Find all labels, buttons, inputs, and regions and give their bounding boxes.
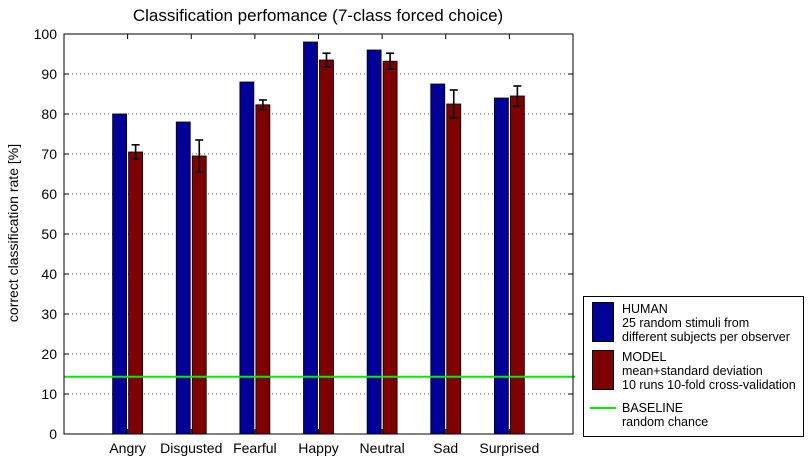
x-tick-label: Happy xyxy=(298,440,338,456)
human-bar-angry xyxy=(112,113,128,435)
y-tick-label: 0 xyxy=(49,426,57,442)
legend-human-line1: 25 random stimuli from xyxy=(622,316,750,330)
legend-human-title: HUMAN xyxy=(622,302,668,316)
model-bar-angry xyxy=(128,151,144,435)
error-bar-fearful xyxy=(258,99,267,111)
legend-human-line2: different subjects per observer xyxy=(622,330,790,344)
human-bar-sad xyxy=(430,83,446,435)
error-bar-sad xyxy=(449,89,458,119)
x-tick-label: Sad xyxy=(433,440,458,456)
legend-model-title: MODEL xyxy=(622,350,667,364)
model-bar-sad xyxy=(446,103,462,435)
human-bar-disgusted xyxy=(175,121,191,435)
baseline-swatch xyxy=(590,407,616,409)
error-bar-angry xyxy=(131,144,140,160)
error-bar-happy xyxy=(322,52,331,68)
model-swatch xyxy=(592,350,614,390)
y-tick-label: 20 xyxy=(41,346,57,362)
y-tick-label: 40 xyxy=(41,266,57,282)
model-bar-neutral xyxy=(382,60,398,435)
x-tick-label: Fearful xyxy=(233,440,277,456)
x-tick-label: Angry xyxy=(109,440,146,456)
model-bar-disgusted xyxy=(191,155,207,435)
legend-baseline-title: BASELINE xyxy=(622,401,684,415)
legend-model-line2: 10 runs 10-fold cross-validation xyxy=(622,378,796,392)
grid-lines xyxy=(64,73,573,395)
x-tick-label: Neutral xyxy=(360,440,405,456)
y-tick-label: 70 xyxy=(41,146,57,162)
legend: HUMAN 25 random stimuli from different s… xyxy=(583,296,804,437)
human-bar-happy xyxy=(303,41,318,435)
y-axis-label: correct classification rate [%] xyxy=(5,144,21,322)
y-tick-label: 50 xyxy=(41,226,57,242)
error-bar-neutral xyxy=(386,52,395,70)
plot-frame xyxy=(63,33,574,435)
legend-baseline-line1: random chance xyxy=(622,415,709,429)
human-swatch xyxy=(592,302,614,342)
model-bar-surprised xyxy=(509,95,525,435)
error-bar-disgusted xyxy=(195,139,204,173)
model-bar-happy xyxy=(319,59,334,435)
legend-model-line1: mean+standard deviation xyxy=(622,364,763,378)
y-tick-label: 80 xyxy=(41,106,57,122)
bars xyxy=(64,41,575,435)
ticks: 0 10 20 30 40 50 60 70 80 90 100 Angry Disgusted Fear… xyxy=(34,26,573,456)
x-tick-label: Disgusted xyxy=(160,440,222,456)
y-tick-label: 10 xyxy=(41,386,57,402)
y-tick-label: 100 xyxy=(34,26,58,42)
y-tick-label: 30 xyxy=(41,306,57,322)
y-tick-label: 60 xyxy=(41,186,57,202)
human-bar-fearful xyxy=(239,81,255,435)
x-tick-label: Surprised xyxy=(479,440,539,456)
chart-title: Classification perfomance (7-class force… xyxy=(133,6,503,25)
y-tick-label: 90 xyxy=(41,66,57,82)
human-bar-surprised xyxy=(493,97,509,435)
model-bar-fearful xyxy=(255,104,271,435)
error-bar-surprised xyxy=(513,85,522,107)
